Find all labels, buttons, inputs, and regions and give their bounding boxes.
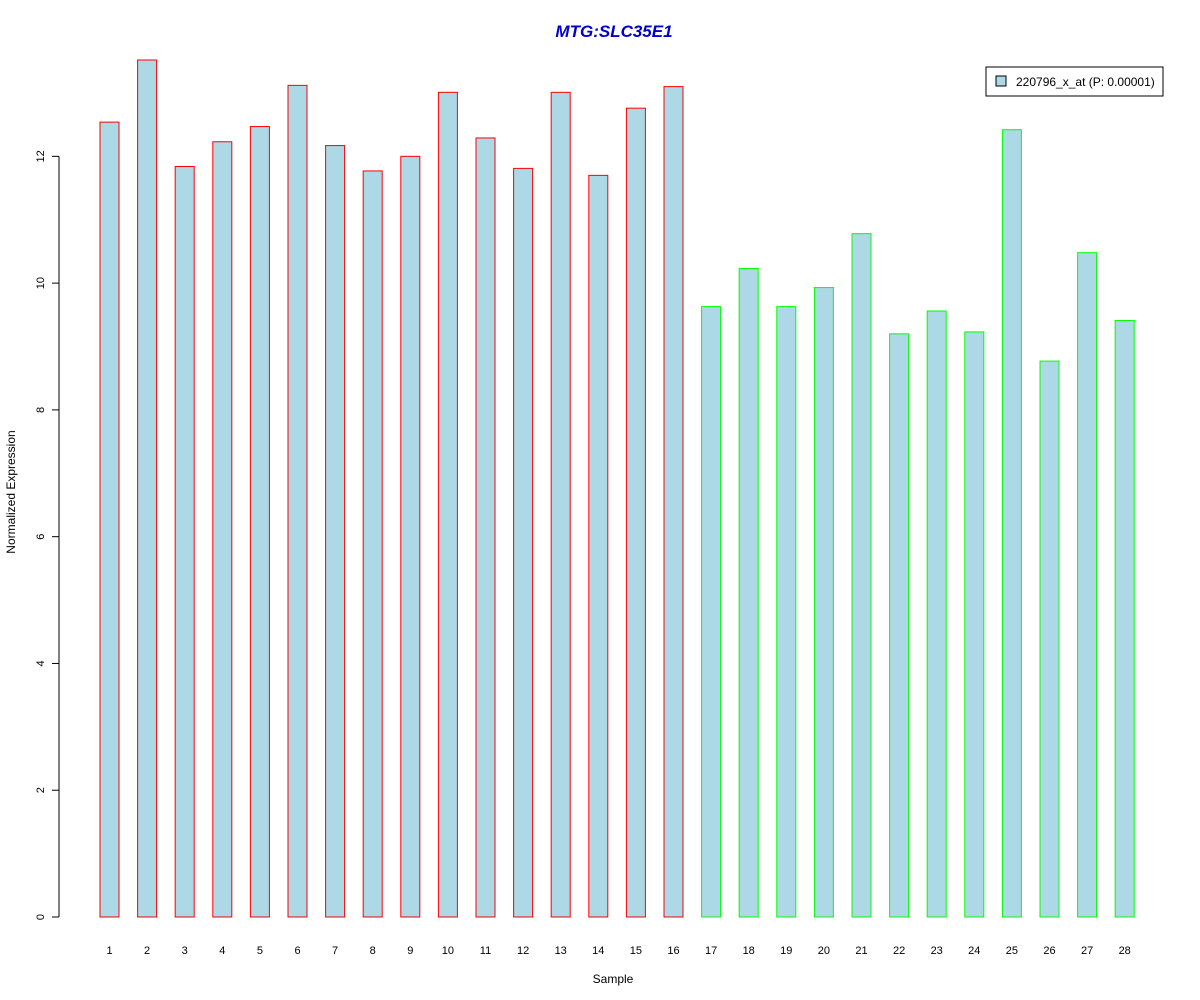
chart-title: MTG:SLC35E1: [555, 22, 672, 41]
x-tick-label: 25: [1006, 945, 1018, 957]
x-axis-title: Sample: [593, 972, 634, 986]
x-tick-label: 24: [968, 945, 980, 957]
y-axis: 0 2 4 6 8 10 12: [35, 150, 60, 920]
x-tick-label: 22: [893, 945, 905, 957]
bar: [1114, 320, 1135, 918]
bar: [362, 170, 383, 918]
x-tick-label: 26: [1043, 945, 1055, 957]
x-tick-label: 21: [855, 945, 867, 957]
y-axis-title: Normalized Expression: [4, 430, 18, 553]
bar: [437, 91, 458, 918]
bar: [701, 306, 722, 918]
x-tick-label: 13: [555, 945, 567, 957]
bar: [813, 287, 834, 918]
x-tick-label: 7: [332, 945, 338, 957]
bar: [776, 306, 797, 918]
x-tick-label: 18: [743, 945, 755, 957]
bar: [889, 333, 910, 918]
x-tick-label: 8: [370, 945, 376, 957]
x-tick-label: 1: [106, 945, 112, 957]
x-tick-label: 6: [294, 945, 300, 957]
bar: [325, 145, 346, 918]
legend: 220796_x_at (P: 0.00001): [985, 66, 1164, 97]
x-tick-label: 14: [592, 945, 604, 957]
x-tick-label: 15: [630, 945, 642, 957]
y-tick-label: 6: [35, 534, 47, 540]
bar: [1077, 252, 1098, 918]
y-tick-label: 0: [35, 914, 47, 920]
bar: [400, 155, 421, 918]
x-tick-label: 11: [480, 945, 491, 957]
bar: [212, 141, 233, 918]
x-tick-label: 16: [667, 945, 679, 957]
x-tick-label: 2: [144, 945, 150, 957]
bar: [475, 137, 496, 918]
x-axis-labels: 1 2 3 4 5 6 7 8 9 10 11 12 13 14 15 16 17 18 19 20 21 22 23 24 2…: [106, 945, 1130, 957]
legend-label: 220796_x_at (P: 0.00001): [1016, 75, 1155, 89]
legend-swatch: [995, 75, 1007, 87]
bar: [550, 91, 571, 918]
y-tick-label: 2: [35, 787, 47, 793]
legend-box: [985, 66, 1164, 97]
x-tick-label: 23: [931, 945, 943, 957]
x-tick-label: 4: [219, 945, 225, 957]
bar: [738, 268, 759, 918]
x-tick-label: 17: [705, 945, 717, 957]
y-tick-label: 8: [35, 407, 47, 413]
x-tick-label: 9: [407, 945, 413, 957]
bar: [588, 174, 609, 918]
x-tick-label: 10: [442, 945, 454, 957]
x-tick-label: 19: [780, 945, 792, 957]
y-tick-label: 12: [35, 150, 47, 162]
y-tick-label: 10: [35, 277, 47, 289]
x-tick-label: 28: [1119, 945, 1131, 957]
x-tick-label: 27: [1081, 945, 1093, 957]
x-tick-label: 20: [818, 945, 830, 957]
bar: [1039, 360, 1060, 918]
x-tick-label: 5: [257, 945, 263, 957]
bar: [513, 167, 534, 918]
y-tick-label: 4: [35, 660, 47, 666]
bar: [964, 331, 985, 918]
bar: [663, 86, 684, 918]
bar: [137, 59, 158, 918]
bar: [625, 107, 646, 918]
x-tick-label: 12: [517, 945, 529, 957]
bar: [926, 310, 947, 918]
bar: [99, 121, 120, 918]
bar: [287, 84, 308, 918]
bars: [99, 59, 1135, 918]
bar: [249, 126, 270, 918]
bar: [851, 233, 872, 918]
bar: [174, 165, 195, 918]
bar: [1001, 129, 1022, 918]
x-tick-label: 3: [182, 945, 188, 957]
